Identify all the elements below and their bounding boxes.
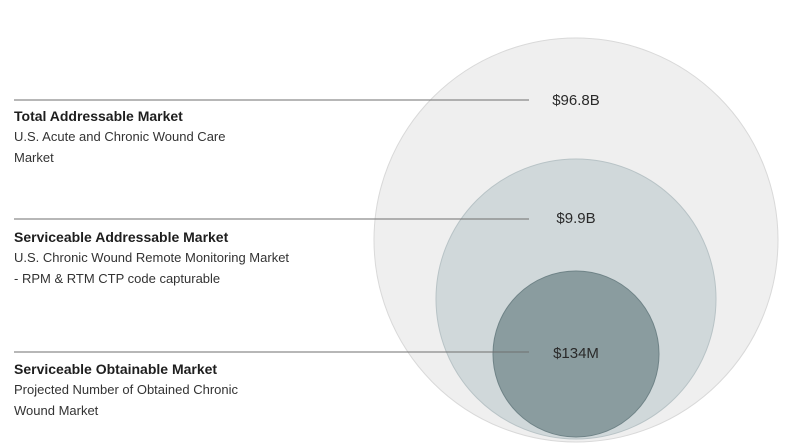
sam-value: $9.9B [556, 210, 595, 227]
som-label: Serviceable Obtainable Market Projected … [14, 359, 274, 421]
sam-title: Serviceable Addressable Market [14, 229, 229, 245]
tam-title: Total Addressable Market [14, 108, 183, 124]
tam-description: U.S. Acute and Chronic Wound Care Market [14, 129, 226, 165]
tam-label: Total Addressable Market U.S. Acute and … [14, 106, 264, 168]
som-circle [492, 270, 660, 438]
som-value: $134M [553, 345, 599, 362]
som-title: Serviceable Obtainable Market [14, 361, 218, 377]
tam-value: $96.8B [552, 92, 600, 109]
som-description: Projected Number of Obtained Chronic Wou… [14, 382, 239, 418]
sam-description: U.S. Chronic Wound Remote Monitoring Mar… [14, 250, 290, 286]
sam-label: Serviceable Addressable Market U.S. Chro… [14, 227, 294, 289]
